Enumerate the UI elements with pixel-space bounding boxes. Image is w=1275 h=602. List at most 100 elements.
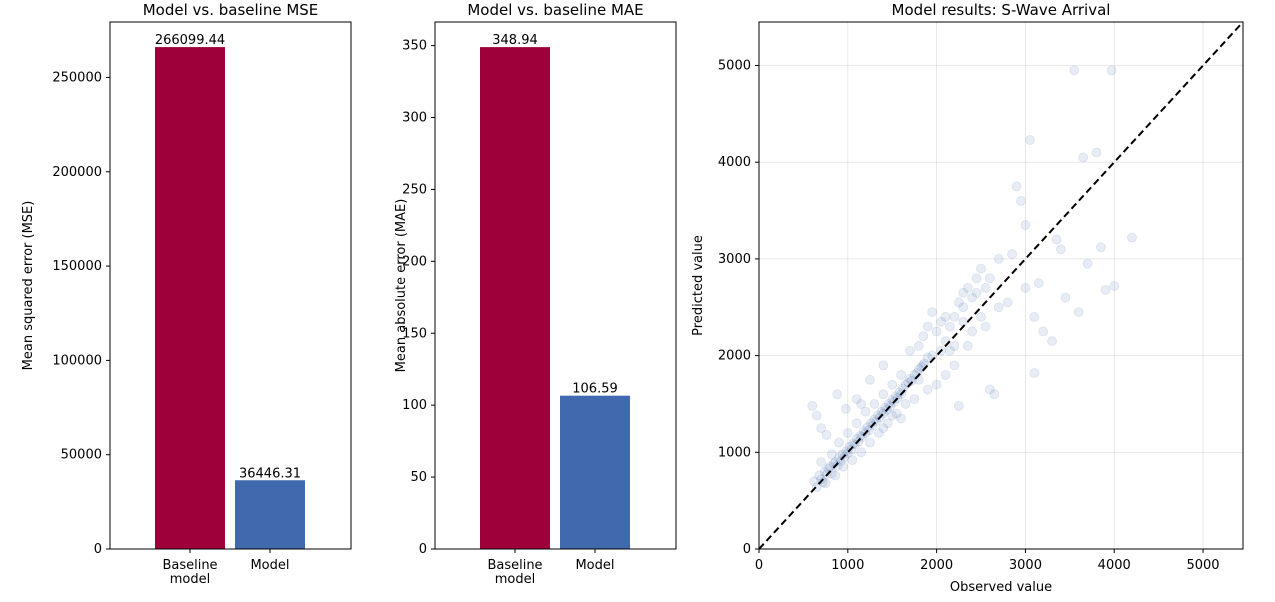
x-tick-label: 5000 <box>1186 558 1219 573</box>
scatter-point <box>818 477 828 488</box>
scatter-point <box>848 438 859 449</box>
x-axis-label: Observed value <box>950 580 1052 595</box>
reference-line <box>758 21 1244 550</box>
scatter-point <box>949 360 960 371</box>
bar-1 <box>480 47 550 550</box>
x-tick-label: Baseline <box>162 558 217 573</box>
scatter-point <box>949 312 960 322</box>
scatter-point <box>820 478 831 489</box>
scatter-point <box>953 297 964 308</box>
scatter-point <box>887 379 898 390</box>
chart-title: Model vs. baseline MSE <box>143 1 319 19</box>
scatter-point <box>909 394 920 405</box>
x-tick-label: 1000 <box>831 558 864 573</box>
scatter-point <box>1024 135 1035 145</box>
y-tick-label: 200000 <box>52 165 102 180</box>
scatter-point <box>860 406 871 417</box>
scatter-point <box>922 384 933 395</box>
scatter-point <box>1060 292 1071 303</box>
x-tick-label: Model <box>575 558 614 573</box>
x-tick-label: model <box>495 572 535 587</box>
scatter-point <box>865 374 875 385</box>
scatter-point <box>878 360 889 371</box>
scatter-point <box>993 302 1004 313</box>
scatter-point <box>980 283 991 293</box>
scatter-point <box>814 470 825 481</box>
x-tick-label: 2000 <box>920 558 953 573</box>
scatter-point <box>989 389 1000 400</box>
scatter-point <box>856 447 867 458</box>
bar-2 <box>560 395 630 549</box>
scatter-point <box>931 379 942 390</box>
scatter-point <box>834 437 844 448</box>
data-label: 348.94 <box>492 33 538 48</box>
scatter-point <box>967 326 978 337</box>
scatter-point <box>958 302 969 313</box>
data-label: 36446.31 <box>239 466 301 481</box>
y-tick-label: 0 <box>94 542 102 557</box>
scatter-point <box>807 400 818 411</box>
scatter-point <box>1106 65 1117 76</box>
chart-title: Model vs. baseline MAE <box>467 1 643 19</box>
scatter-point <box>847 455 858 465</box>
y-tick-label: 300 <box>402 111 427 126</box>
scatter-point <box>1033 278 1044 288</box>
scatter-point <box>1002 297 1013 308</box>
x-tick-label: 4000 <box>1098 558 1131 573</box>
y-tick-label: 250000 <box>52 70 102 85</box>
scatter-point <box>882 418 893 429</box>
scatter-point <box>856 399 867 409</box>
y-tick-label: 5000 <box>718 59 751 74</box>
scatter-point <box>878 423 889 434</box>
scatter-point <box>945 345 955 356</box>
scatter-point <box>821 429 832 440</box>
y-tick-label: 0 <box>419 542 427 557</box>
scatter-point <box>967 292 978 303</box>
scatter-point <box>1011 181 1022 192</box>
scatter-point <box>1096 242 1106 253</box>
scatter-point <box>838 461 849 472</box>
y-tick-label: 350 <box>402 39 427 54</box>
scatter-point <box>1082 258 1093 269</box>
scatter-point <box>896 370 906 380</box>
scatter-point <box>816 457 827 467</box>
scatter-point <box>922 352 933 363</box>
scatter-point <box>816 423 827 434</box>
scatter-point <box>913 374 924 385</box>
scatter-point <box>1029 368 1040 378</box>
scatter-point <box>855 430 866 441</box>
scatter-point <box>1127 232 1137 243</box>
y-axis-label: Mean squared error (MSE) <box>21 201 36 371</box>
x-tick-label: model <box>170 572 210 587</box>
y-tick-label: 200 <box>402 254 427 269</box>
axes-frame <box>758 21 1244 550</box>
scatter-point <box>922 321 933 332</box>
scatter-point <box>832 460 843 471</box>
scatter-point <box>1056 244 1066 255</box>
scatter-point <box>976 312 986 322</box>
scatter-point <box>936 316 946 327</box>
scatter-point <box>958 287 969 298</box>
scatter-point <box>1020 220 1031 230</box>
scatter-point <box>878 389 889 400</box>
y-tick-label: 50 <box>410 470 427 485</box>
scatter-point <box>1047 336 1057 347</box>
scatter-point <box>809 476 819 487</box>
scatter-point <box>962 341 973 351</box>
x-tick-label: 3000 <box>1009 558 1042 573</box>
scatter-point <box>842 428 853 438</box>
x-tick-label: 0 <box>755 558 763 573</box>
y-tick-label: 2000 <box>718 349 751 364</box>
y-tick-label: 50000 <box>61 448 102 463</box>
scatter-point <box>811 410 822 421</box>
scatter-point <box>891 408 902 419</box>
y-tick-label: 3000 <box>718 252 751 267</box>
y-tick-label: 0 <box>743 542 751 557</box>
scatter-point <box>1020 283 1031 293</box>
bar-chart-2: Model vs. baseline MAE 0 50 100 150 200 250 300… <box>394 1 677 587</box>
axes-frame <box>434 21 677 550</box>
scatter-point <box>873 428 884 438</box>
scatter-point <box>976 263 986 274</box>
scatter-point <box>949 341 960 351</box>
scatter-point <box>1051 234 1062 245</box>
